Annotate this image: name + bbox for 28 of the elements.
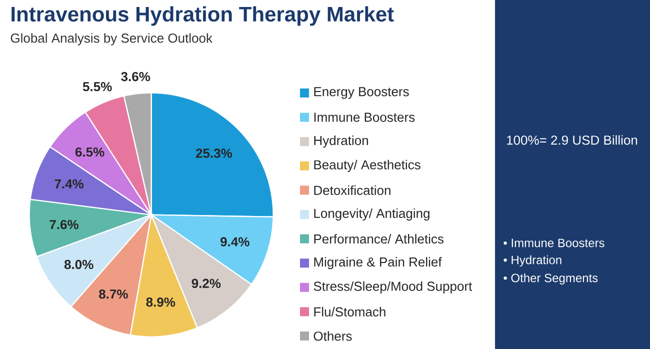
legend-label: Migraine & Pain Relief — [314, 257, 442, 270]
chart-title: Intravenous Hydration Therapy Market — [12, 6, 394, 26]
text: • Hydration — [504, 255, 562, 267]
legend-label: Flu/Stomach — [314, 306, 386, 316]
data-label: 9.2% — [192, 278, 221, 288]
legend-label: Stress/Sleep/Mood Support — [314, 281, 472, 294]
data-label: 6.5% — [75, 147, 104, 157]
legend-label: Beauty/ Aesthetics — [314, 160, 420, 172]
data-label: 9.4% — [220, 237, 250, 246]
data-label: 7.6% — [50, 220, 78, 230]
legend-label: Longevity/ Antiaging — [314, 208, 430, 221]
legend-label: Performance/ Athletics — [314, 234, 444, 244]
text: • Other Segments — [504, 273, 598, 285]
chart-subtitle: Global Analysis by Service Outlook — [10, 33, 212, 46]
text: • Immune Boosters — [504, 238, 604, 248]
data-label: 3.6% — [121, 72, 150, 82]
text: 100%= 2.9 USD Billion — [507, 135, 638, 145]
data-label: 8.0% — [64, 260, 94, 270]
legend-label: Hydration — [314, 136, 368, 148]
legend-label: Immune Boosters — [314, 112, 415, 122]
data-label: 7.4% — [54, 179, 84, 188]
data-label: 8.7% — [99, 289, 128, 299]
data-label: 5.5% — [82, 82, 112, 92]
legend-label: Others — [314, 331, 352, 341]
legend-label: Energy Boosters — [314, 87, 409, 99]
legend-label: Detoxification — [314, 185, 390, 195]
data-label: 8.9% — [146, 298, 176, 307]
data-label: 25.3% — [196, 148, 232, 158]
